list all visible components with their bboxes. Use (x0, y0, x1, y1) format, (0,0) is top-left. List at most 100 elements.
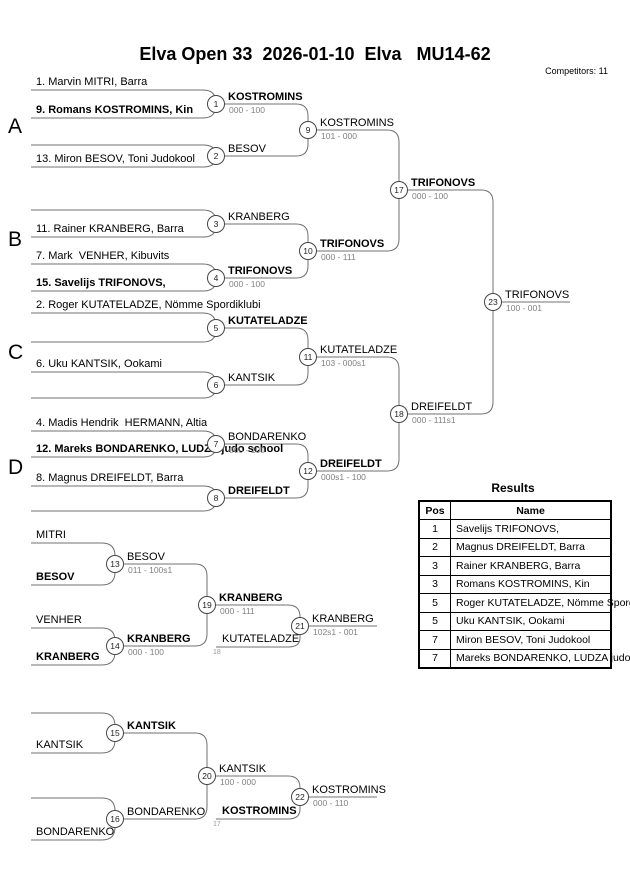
table-header-row: Pos Name (420, 502, 610, 519)
match-score: 000 - 100 (412, 191, 448, 201)
result-pos: 1 (420, 520, 451, 538)
match-score: 000 - 111s1 (412, 415, 456, 425)
match-winner-label: BESOV (228, 143, 266, 155)
match-winner-label: KUTATELADZE (228, 315, 308, 327)
match-number-badge: 2 (207, 147, 225, 165)
match-number-badge: 18 (390, 405, 408, 423)
match-winner-label: DREIFELDT (320, 458, 382, 470)
column-header-pos: Pos (420, 502, 451, 519)
match-number-badge: 23 (484, 293, 502, 311)
feed-from-match: 17 (213, 821, 221, 828)
match-number-badge: 4 (207, 269, 225, 287)
match-21: 21 KRANBERG 102s1 - 001 (291, 613, 374, 637)
match-winner-label: KRANBERG (312, 613, 374, 625)
results-table: Pos Name 1 Savelijs TRIFONOVS, 2 Magnus … (418, 500, 630, 669)
match-number-badge: 21 (291, 617, 309, 635)
result-name: Roger KUTATELADZE, Nömme Spordiklubi (456, 596, 630, 609)
entry-name: KRANBERG (36, 651, 100, 663)
result-pos: 7 (420, 649, 451, 667)
entry-name: VENHER (36, 614, 82, 626)
match-winner-label: BONDARENKO (127, 806, 206, 818)
match-score: 000 - 111 (321, 252, 356, 262)
match-score: 000 - 100 (229, 445, 265, 455)
table-row: 7 Mareks BONDARENKO, LUDZA judo school (420, 648, 630, 667)
match-winner-label: KANTSIK (219, 763, 267, 775)
match-winner-label: TRIFONOVS (505, 289, 570, 301)
result-name: Mareks BONDARENKO, LUDZA judo school (456, 652, 630, 665)
match-winner-label: BESOV (127, 551, 165, 563)
group-label-d: D (8, 456, 24, 479)
match-winner-label: KANTSIK (228, 372, 276, 384)
match-16: 16 BONDARENKO (106, 806, 205, 828)
match-number-badge: 5 (207, 319, 225, 337)
group-label-c: C (8, 341, 24, 364)
match-winner-label: KRANBERG (219, 592, 283, 604)
entry-name: MITRI (36, 529, 66, 541)
entry-name: 9. Romans KOSTROMINS, Kin (36, 104, 194, 116)
match-winner-label: KANTSIK (127, 720, 176, 732)
entry-name: 4. Madis Hendrik HERMANN, Altia (36, 417, 208, 429)
match-6: 6 KANTSIK (207, 372, 275, 394)
table-row: 1 Savelijs TRIFONOVS, (420, 519, 610, 538)
result-pos: 3 (420, 575, 451, 593)
feed-player-label: KOSTROMINS (222, 805, 297, 817)
match-score: 100 - 000 (220, 777, 256, 787)
match-winner-label: KOSTROMINS (320, 117, 394, 129)
match-12: 12 DREIFELDT 000s1 - 100 (299, 458, 382, 482)
feed-player-label: KUTATELADZE (222, 633, 300, 645)
match-winner-label: TRIFONOVS (411, 177, 476, 189)
entry-name: 7. Mark VENHER, Kibuvits (36, 250, 170, 262)
match-18: 18 DREIFELDT 000 - 111s1 (390, 401, 472, 425)
result-name: Uku KANTSIK, Ookami (456, 615, 565, 628)
table-row: 3 Romans KOSTROMINS, Kin (420, 574, 610, 593)
match-score: 102s1 - 001 (313, 627, 358, 637)
match-score: 011 - 100s1 (128, 565, 173, 575)
match-score: 000 - 100 (128, 647, 164, 657)
entry-name: 11. Rainer KRANBERG, Barra (36, 223, 184, 235)
group-label-a: A (8, 115, 23, 138)
match-number-badge: 17 (390, 181, 408, 199)
match-score: 000 - 100 (229, 105, 265, 115)
match-winner-label: KUTATELADZE (320, 344, 398, 356)
match-number-badge: 10 (299, 242, 317, 260)
result-name: Savelijs TRIFONOVS, (456, 522, 560, 535)
match-winner-label: DREIFELDT (228, 485, 290, 497)
entry-name: 1. Marvin MITRI, Barra (36, 76, 148, 88)
entry-name: BONDARENKO (36, 826, 115, 838)
match-score: 000 - 110 (313, 798, 349, 808)
match-winner-label: BONDARENKO (228, 431, 307, 443)
match-winner-label: TRIFONOVS (228, 265, 293, 277)
match-number-badge: 3 (207, 215, 225, 233)
match-15: 15 KANTSIK (106, 720, 176, 742)
match-score: 000s1 - 100 (321, 472, 366, 482)
match-winner-label: DREIFELDT (411, 401, 473, 413)
group-label-b: B (8, 228, 23, 251)
table-row: 2 Magnus DREIFELDT, Barra (420, 537, 610, 556)
entry-name: 13. Miron BESOV, Toni Judokool (36, 153, 195, 165)
entry-name: 6. Uku KANTSIK, Ookami (36, 358, 162, 370)
table-row: 5 Uku KANTSIK, Ookami (420, 611, 610, 630)
match-number-badge: 13 (106, 555, 124, 573)
match-10: 10 TRIFONOVS 000 - 111 (299, 238, 384, 262)
match-number-badge: 9 (299, 121, 317, 139)
match-number-badge: 6 (207, 376, 225, 394)
match-number-badge: 15 (106, 724, 124, 742)
match-4: 4 TRIFONOVS 000 - 100 (207, 265, 292, 289)
result-name: Magnus DREIFELDT, Barra (456, 541, 585, 554)
result-name: Miron BESOV, Toni Judokool (456, 633, 591, 646)
entry-name: 15. Savelijs TRIFONOVS, (36, 277, 166, 289)
column-header-name: Name (516, 504, 545, 517)
match-13: 13 BESOV 011 - 100s1 (106, 551, 172, 575)
match-number-badge: 14 (106, 637, 124, 655)
match-5: 5 KUTATELADZE (207, 315, 308, 337)
match-14: 14 KRANBERG 000 - 100 (106, 633, 191, 657)
match-score: 101 - 000 (321, 131, 357, 141)
result-pos: 2 (420, 538, 451, 556)
match-3: 3 KRANBERG (207, 211, 290, 233)
match-11: 11 KUTATELADZE 103 - 000s1 (299, 344, 397, 368)
match-number-badge: 20 (198, 767, 216, 785)
result-name: Rainer KRANBERG, Barra (456, 559, 581, 572)
match-number-badge: 7 (207, 435, 225, 453)
match-number-badge: 16 (106, 810, 124, 828)
